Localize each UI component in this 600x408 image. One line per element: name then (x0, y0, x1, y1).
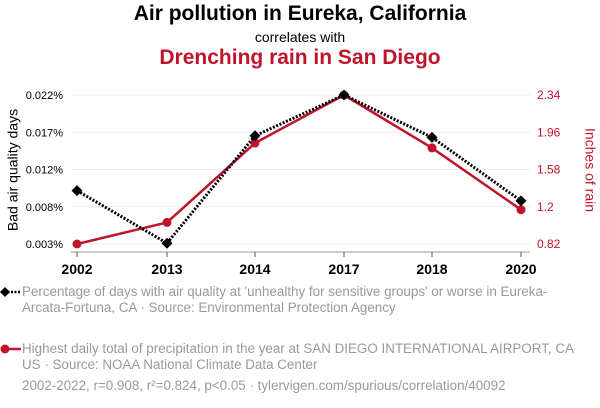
chart-subtitle: correlates with (254, 29, 346, 45)
air-quality-point (426, 131, 438, 143)
y-left-tick-label: 0.022% (26, 90, 64, 102)
y-left-tick-label: 0.003% (26, 239, 64, 251)
precipitation-point (427, 143, 437, 153)
air-quality-point (71, 185, 83, 197)
axes: 0.022% 0.017% 0.012% 0.008% 0.003% 2.34 1.96 1.… (26, 88, 561, 277)
footer-stats: 2002-2022, r=0.908, r²=0.824, p<0.05 · t… (22, 378, 506, 393)
air-quality-point (161, 237, 173, 249)
precipitation-point (162, 217, 172, 227)
x-tick-label: 2020 (505, 261, 536, 277)
y-axis-right-label: Inches of rain (582, 128, 598, 212)
air-quality-point (338, 89, 350, 101)
precipitation-point (516, 205, 526, 215)
series-precipitation-line (76, 93, 522, 246)
x-tick-label: 2018 (416, 261, 447, 277)
chart-title-secondary: Drenching rain in San Diego (159, 46, 441, 69)
series-layer (71, 89, 527, 249)
series-air-quality-line (76, 93, 522, 246)
x-tick-label: 2002 (61, 261, 92, 277)
x-tick-label: 2014 (239, 261, 270, 277)
y-right-tick-label: 2.34 (537, 88, 561, 102)
x-tick-label: 2017 (328, 261, 359, 277)
y-right-tick-label: 1.58 (537, 163, 561, 177)
legend-item-precipitation: Highest daily total of precipitation in … (22, 341, 574, 372)
y-right-tick-label: 0.82 (537, 237, 561, 251)
y-left-tick-label: 0.012% (26, 165, 64, 177)
legend-item-air-quality: Percentage of days with air quality at '… (22, 284, 548, 315)
legend-icon-diamond-dotted (0, 287, 21, 297)
y-axis-left-label: Bad air quality days (5, 109, 21, 231)
legend-icon-circle-line (0, 344, 21, 354)
x-tick-label: 2013 (151, 261, 182, 277)
chart-title: Air pollution in Eureka, California (133, 2, 467, 25)
y-right-tick-label: 1.2 (537, 200, 554, 214)
y-right-tick-label: 1.96 (537, 125, 561, 139)
precipitation-point (72, 239, 82, 249)
y-left-tick-label: 0.008% (26, 202, 64, 214)
air-quality-point (249, 130, 261, 142)
y-left-tick-label: 0.017% (26, 127, 64, 139)
air-quality-point (515, 195, 527, 207)
gridlines (71, 94, 530, 245)
